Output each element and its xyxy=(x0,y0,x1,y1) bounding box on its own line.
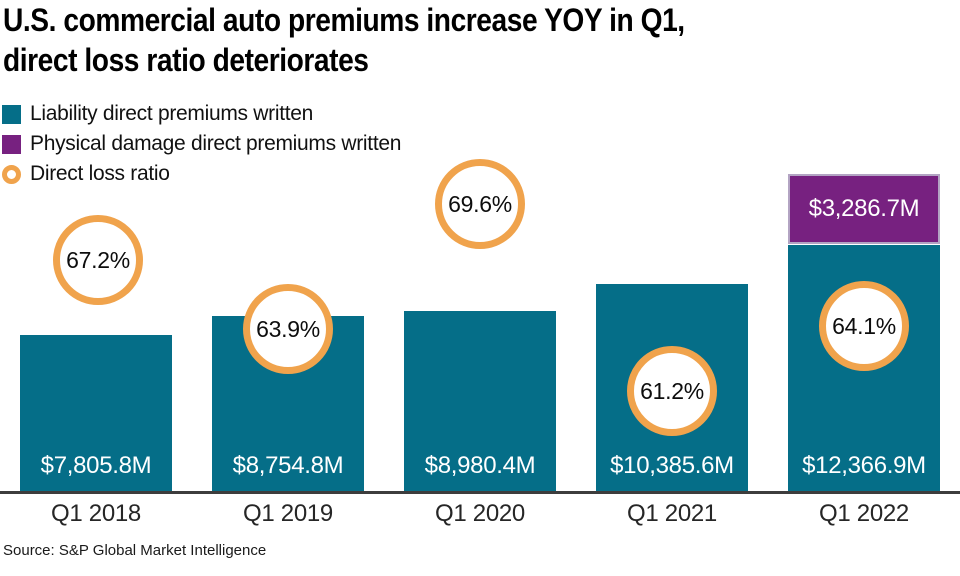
bar-physical-damage-q1-2022: $3,286.7M xyxy=(788,174,940,244)
bar-liability-q1-2018: $7,805.8M xyxy=(20,335,172,493)
loss-ratio-value-q1-2021: 61.2% xyxy=(640,377,704,404)
x-axis-label-q1-2019: Q1 2019 xyxy=(243,500,333,527)
loss-ratio-value-q1-2018: 67.2% xyxy=(66,246,130,273)
loss-ratio-value-q1-2022: 64.1% xyxy=(832,312,896,339)
x-axis-label-q1-2020: Q1 2020 xyxy=(435,500,525,527)
bar-liability-q1-2020: $8,980.4M xyxy=(404,311,556,493)
chart-title: U.S. commercial auto premiums increase Y… xyxy=(3,0,685,80)
x-axis-label-q1-2022: Q1 2022 xyxy=(819,500,909,527)
x-axis-label-q1-2021: Q1 2021 xyxy=(627,500,717,527)
chart-title-line1: U.S. commercial auto premiums increase Y… xyxy=(3,2,685,38)
legend-label-physical-damage: Physical damage direct premiums written xyxy=(30,132,402,155)
bar-value-q1-2018: $7,805.8M xyxy=(40,452,152,479)
loss-ratio-ring-icon xyxy=(2,164,21,184)
loss-ratio-circle-q1-2021: 61.2% xyxy=(627,346,717,436)
bar-value-q1-2021: $10,385.6M xyxy=(610,452,734,479)
x-axis-label-q1-2018: Q1 2018 xyxy=(51,500,141,527)
bar-value-physical-damage-q1-2022: $3,286.7M xyxy=(808,195,920,222)
loss-ratio-circle-q1-2020: 69.6% xyxy=(435,159,525,249)
loss-ratio-value-q1-2019: 63.9% xyxy=(256,315,320,342)
bar-liability-q1-2021: $10,385.6M xyxy=(596,284,748,493)
legend-label-liability: Liability direct premiums written xyxy=(30,102,314,125)
loss-ratio-circle-q1-2019: 63.9% xyxy=(243,284,333,374)
legend-item-liability: Liability direct premiums written xyxy=(2,99,401,129)
x-axis-line xyxy=(0,491,960,494)
legend-item-loss-ratio: Direct loss ratio xyxy=(2,159,401,189)
loss-ratio-circle-q1-2018: 67.2% xyxy=(53,215,143,305)
legend-item-physical-damage: Physical damage direct premiums written xyxy=(2,129,401,159)
loss-ratio-circle-q1-2022: 64.1% xyxy=(819,281,909,371)
bar-value-q1-2020: $8,980.4M xyxy=(424,452,536,479)
liability-swatch-icon xyxy=(2,104,21,124)
source-attribution: Source: S&P Global Market Intelligence xyxy=(3,542,267,559)
chart-title-line2: direct loss ratio deteriorates xyxy=(3,42,369,78)
physical-damage-swatch-icon xyxy=(2,134,21,154)
chart-legend: Liability direct premiums written Physic… xyxy=(2,99,401,189)
bar-value-q1-2019: $8,754.8M xyxy=(232,452,344,479)
bar-value-q1-2022: $12,366.9M xyxy=(802,452,926,479)
legend-label-loss-ratio: Direct loss ratio xyxy=(30,162,170,185)
loss-ratio-value-q1-2020: 69.6% xyxy=(448,190,512,217)
